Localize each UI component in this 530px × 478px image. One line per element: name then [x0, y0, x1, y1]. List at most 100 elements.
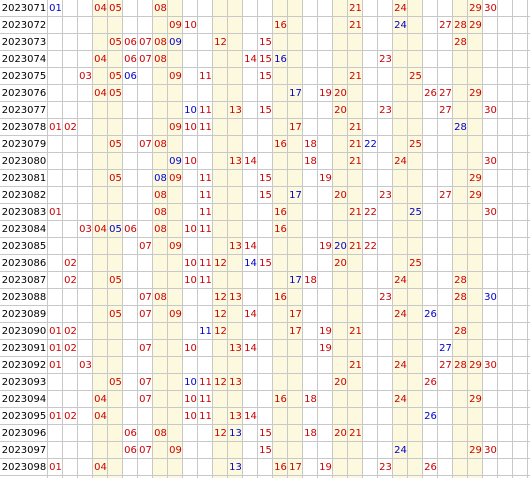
period-label: 2023086 — [1, 258, 47, 269]
drawn-number: 19 — [319, 241, 332, 252]
drawn-number: 19 — [319, 173, 332, 184]
drawn-number: 13 — [229, 411, 242, 422]
drawn-number: 21 — [349, 207, 362, 218]
drawn-number: 29 — [469, 88, 482, 99]
drawn-number: 05 — [109, 3, 122, 14]
period-label: 2023089 — [1, 309, 47, 320]
grid-line — [437, 0, 438, 478]
grid-line — [0, 169, 530, 170]
drawn-number: 13 — [229, 343, 242, 354]
drawn-number: 21 — [349, 20, 362, 31]
drawn-number: 28 — [454, 37, 467, 48]
period-label: 2023078 — [1, 122, 47, 133]
drawn-number: 05 — [109, 88, 122, 99]
column-shade — [153, 0, 168, 478]
drawn-number: 22 — [364, 139, 377, 150]
drawn-number: 01 — [49, 326, 62, 337]
drawn-number: 15 — [259, 445, 272, 456]
drawn-number: 24 — [394, 3, 407, 14]
drawn-number: 29 — [469, 360, 482, 371]
grid-line — [0, 84, 530, 85]
drawn-number: 12 — [214, 377, 227, 388]
drawn-number: 16 — [274, 394, 287, 405]
drawn-number: 24 — [394, 20, 407, 31]
drawn-number: 14 — [244, 54, 257, 65]
grid-line — [0, 322, 530, 323]
column-shade — [348, 0, 363, 478]
grid-line — [137, 0, 138, 478]
drawn-number: 28 — [454, 360, 467, 371]
drawn-number: 16 — [274, 20, 287, 31]
drawn-number: 11 — [199, 411, 212, 422]
drawn-number: 29 — [469, 190, 482, 201]
drawn-number: 30 — [484, 207, 497, 218]
grid-line — [47, 0, 48, 478]
drawn-number: 05 — [109, 139, 122, 150]
drawn-number: 17 — [289, 275, 302, 286]
drawn-number: 12 — [214, 428, 227, 439]
drawn-number: 09 — [169, 309, 182, 320]
drawn-number: 08 — [154, 54, 167, 65]
period-label: 2023074 — [1, 54, 47, 65]
drawn-number: 03 — [79, 360, 92, 371]
grid-line — [0, 203, 530, 204]
drawn-number: 02 — [64, 122, 77, 133]
column-shade — [333, 0, 348, 478]
grid-line — [482, 0, 483, 478]
period-label: 2023073 — [1, 37, 47, 48]
drawn-number: 02 — [64, 343, 77, 354]
grid-line — [497, 0, 498, 478]
drawn-number: 11 — [199, 394, 212, 405]
column-shade — [408, 0, 423, 478]
grid-line — [0, 118, 530, 119]
drawn-number: 24 — [394, 394, 407, 405]
drawn-number: 27 — [439, 88, 452, 99]
drawn-number: 27 — [439, 190, 452, 201]
drawn-number: 09 — [169, 241, 182, 252]
drawn-number: 01 — [49, 3, 62, 14]
drawn-number: 13 — [229, 241, 242, 252]
grid-line — [0, 33, 530, 34]
drawn-number: 16 — [274, 462, 287, 473]
grid-line — [0, 288, 530, 289]
drawn-number: 20 — [334, 428, 347, 439]
period-label: 2023098 — [1, 462, 47, 473]
drawn-number: 07 — [139, 394, 152, 405]
grid-line — [257, 0, 258, 478]
drawn-number: 12 — [214, 292, 227, 303]
drawn-number: 09 — [169, 445, 182, 456]
drawn-number: 15 — [259, 190, 272, 201]
drawn-number: 10 — [184, 377, 197, 388]
drawn-number: 02 — [64, 411, 77, 422]
grid-line — [62, 0, 63, 478]
grid-line — [287, 0, 288, 478]
drawn-number: 26 — [424, 411, 437, 422]
drawn-number: 11 — [199, 122, 212, 133]
drawn-number: 15 — [259, 105, 272, 116]
drawn-number: 17 — [289, 88, 302, 99]
column-shade — [393, 0, 408, 478]
grid-line — [0, 458, 530, 459]
drawn-number: 11 — [199, 173, 212, 184]
period-label: 2023083 — [1, 207, 47, 218]
drawn-number: 27 — [439, 343, 452, 354]
column-shade — [273, 0, 288, 478]
drawn-number: 19 — [319, 326, 332, 337]
drawn-number: 17 — [289, 462, 302, 473]
drawn-number: 07 — [139, 241, 152, 252]
period-label: 2023087 — [1, 275, 47, 286]
drawn-number: 24 — [394, 156, 407, 167]
grid-line — [392, 0, 393, 478]
period-label: 2023093 — [1, 377, 47, 388]
grid-line — [0, 237, 530, 238]
period-label: 2023085 — [1, 241, 47, 252]
drawn-number: 13 — [229, 105, 242, 116]
drawn-number: 19 — [319, 462, 332, 473]
grid-line — [0, 373, 530, 374]
drawn-number: 09 — [169, 173, 182, 184]
drawn-number: 24 — [394, 275, 407, 286]
drawn-number: 05 — [109, 37, 122, 48]
drawn-number: 01 — [49, 207, 62, 218]
drawn-number: 25 — [409, 139, 422, 150]
